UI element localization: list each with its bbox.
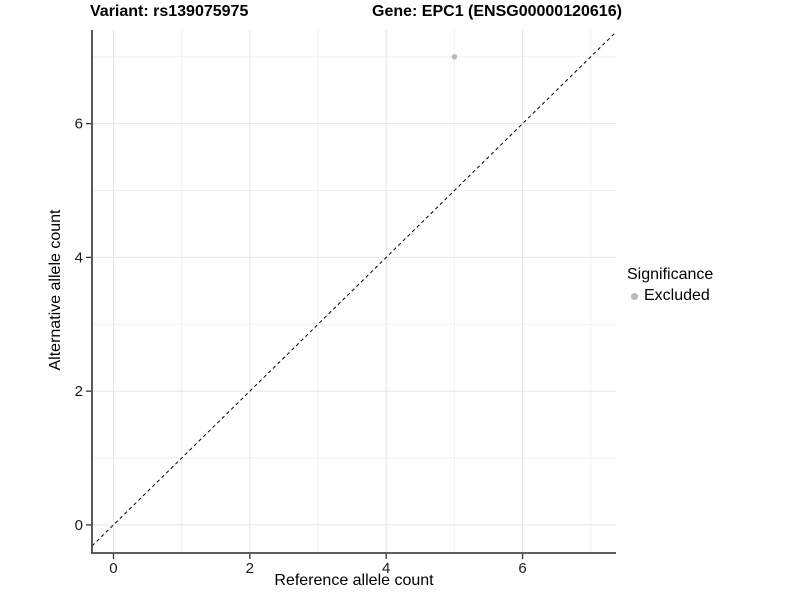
x-tick-label: 4 xyxy=(382,560,390,577)
x-tick-label: 0 xyxy=(109,560,117,577)
data-point xyxy=(451,54,458,60)
y-tick-label: 2 xyxy=(75,383,83,400)
x-tick-label: 6 xyxy=(518,560,526,577)
plot-title-gene: Gene: EPC1 (ENSG00000120616) xyxy=(372,3,622,20)
legend-item-label: Excluded xyxy=(644,287,710,304)
y-tick-label: 6 xyxy=(75,116,83,133)
legend-item-excluded: Excluded xyxy=(627,287,713,305)
legend-title: Significance xyxy=(627,266,714,283)
y-axis-title: Alternative allele count xyxy=(47,209,64,371)
x-axis-title: Reference allele count xyxy=(274,572,434,589)
legend: Significance Excluded xyxy=(627,266,713,305)
y-tick-label: 4 xyxy=(75,249,83,266)
legend-key-dot-icon xyxy=(631,292,638,300)
plot-title-variant: Variant: rs139075975 xyxy=(90,3,249,20)
identity-dashed-line xyxy=(91,31,617,547)
y-tick-label: 0 xyxy=(75,517,83,534)
x-tick-label: 2 xyxy=(246,560,254,577)
